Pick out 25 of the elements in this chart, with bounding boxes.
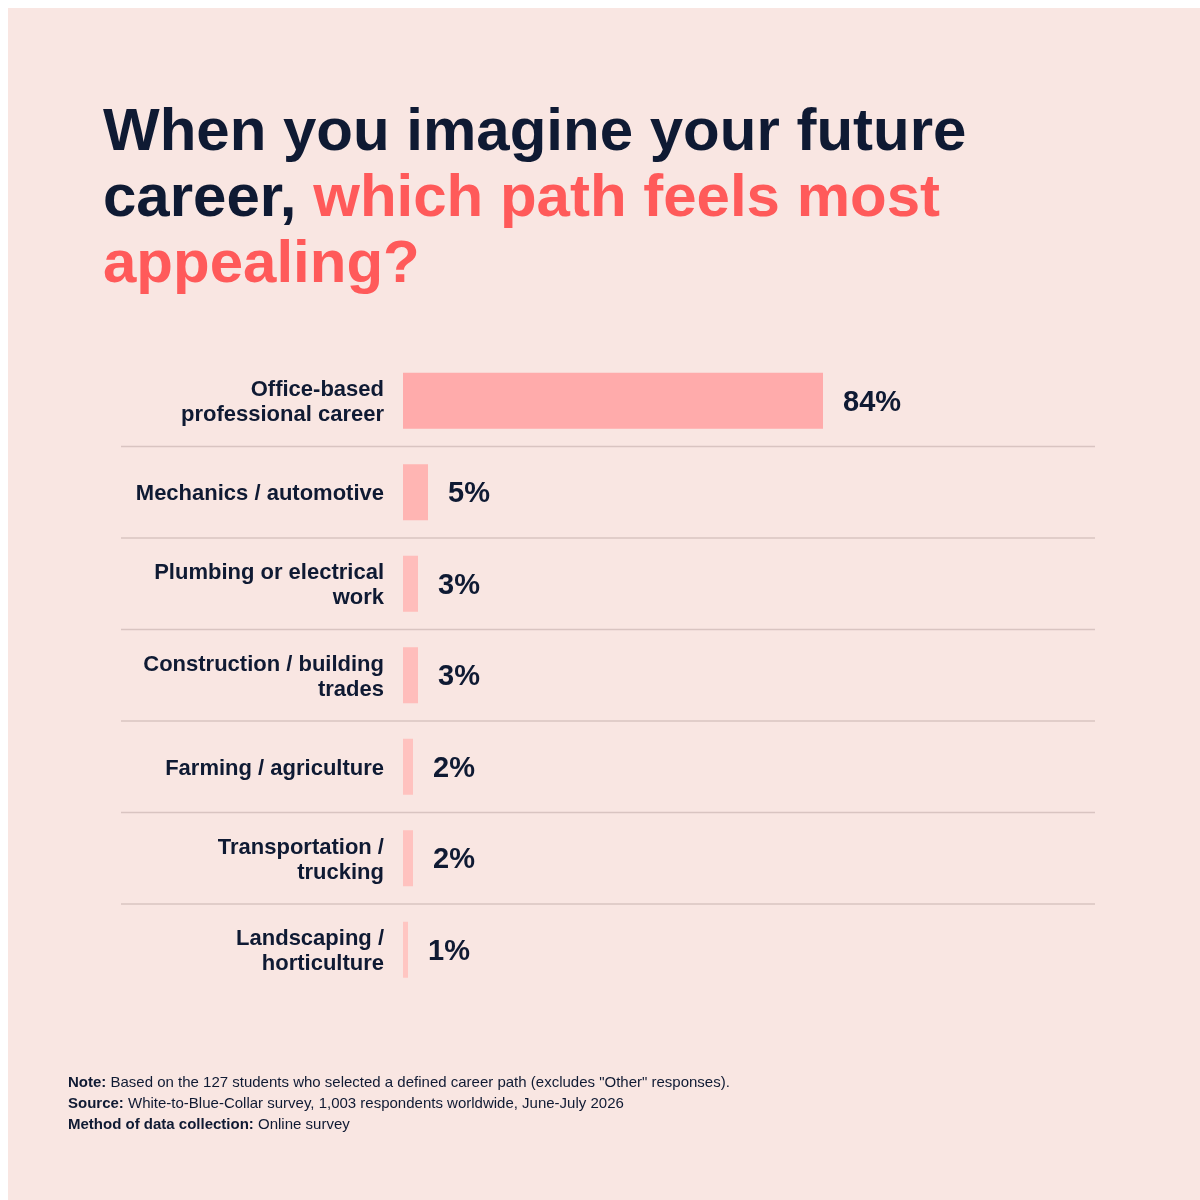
text: Method of data collection: Online survey	[68, 1115, 351, 1132]
y-tick-label: Mechanics / automotive	[135, 480, 384, 506]
source-note: Source: White-to-Blue-Collar survey, 1,003 respondents worldwide, June-July 2026	[68, 1094, 624, 1111]
chart-title: When you imagine your future career, which path feels most appealing?	[103, 96, 967, 295]
bar	[403, 555, 418, 612]
data-label: 3%	[438, 567, 481, 600]
y-tick-label: Construction / building trades	[143, 650, 384, 701]
y-tick-label: Farming / agriculture	[165, 754, 384, 780]
data-label: 1%	[428, 933, 471, 966]
bar	[403, 647, 418, 704]
bar	[403, 464, 428, 521]
y-tick-label: Landscaping / horticulture	[236, 925, 384, 976]
data-label: 3%	[438, 659, 481, 692]
bar	[403, 830, 413, 887]
text: Note: Based on the 127 students who selected a defined career path (excludes "Other" responses).	[68, 1073, 730, 1090]
y-tick-label: Plumbing or electrical work	[154, 559, 385, 610]
bar	[403, 738, 413, 795]
data-label: 84%	[843, 384, 902, 417]
bar	[403, 921, 408, 978]
data-label: 2%	[433, 750, 476, 783]
y-tick-label: Transportation / trucking	[217, 833, 384, 884]
data-label: 2%	[433, 842, 476, 875]
y-tick-label: Office-based professional career	[181, 376, 385, 427]
data-label: 5%	[448, 476, 491, 509]
bar	[403, 372, 823, 429]
